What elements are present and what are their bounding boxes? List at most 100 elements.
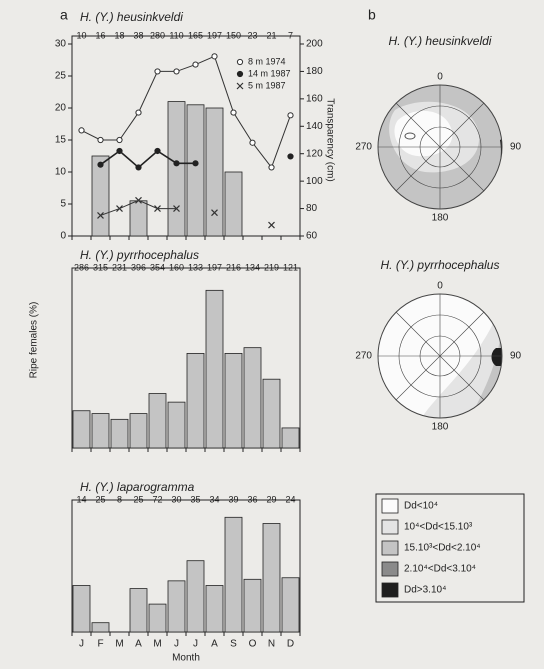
marker	[173, 160, 180, 167]
sample-size: 25	[95, 494, 105, 504]
sample-size: 8	[117, 494, 122, 504]
bar	[91, 622, 110, 633]
x-axis-label: Month	[172, 653, 200, 664]
y-tick-label: 30	[55, 39, 67, 50]
x-tick-label: J	[174, 639, 179, 650]
sample-size: 286	[74, 262, 89, 272]
marker	[154, 68, 161, 75]
sample-size: 36	[247, 494, 257, 504]
marker	[97, 161, 104, 168]
direction-label: 270	[355, 351, 372, 362]
y2-tick-label: 140	[306, 121, 323, 132]
y2-tick-label: 100	[306, 176, 323, 187]
x-tick-label: D	[287, 639, 294, 650]
y2-axis-label: Transparency (cm)	[324, 98, 335, 182]
y-tick-label: 20	[55, 103, 67, 114]
bar	[281, 577, 300, 633]
sample-size: 216	[226, 262, 241, 272]
marker	[78, 127, 85, 134]
sample-size: 354	[150, 262, 165, 272]
sample-size: 21	[266, 30, 276, 40]
x-tick-label: J	[193, 639, 198, 650]
marker	[268, 221, 275, 229]
bar	[186, 560, 205, 633]
sample-size: 160	[169, 262, 184, 272]
marker	[97, 136, 104, 144]
bar	[262, 378, 281, 449]
sample-size: 25	[133, 494, 143, 504]
bar	[224, 352, 243, 449]
direction-label: 0	[437, 72, 443, 83]
sample-size: 231	[112, 262, 127, 272]
direction-label: 180	[432, 422, 449, 433]
marker	[211, 209, 218, 217]
x-tick-label: M	[115, 639, 123, 650]
polar-grid	[377, 293, 503, 419]
direction-label: 0	[437, 281, 443, 292]
legend-label: 10⁴<Dd<15.10³	[404, 522, 473, 533]
bar	[167, 401, 186, 449]
y2-tick-label: 80	[306, 203, 318, 214]
panel-label: b	[368, 7, 376, 23]
sample-size: 16	[95, 30, 105, 40]
sample-size: 280	[150, 30, 165, 40]
x-tick-label: F	[97, 639, 103, 650]
marker	[192, 160, 199, 167]
x-tick-label: S	[230, 639, 237, 650]
marker	[236, 82, 244, 90]
sample-size: 18	[114, 30, 124, 40]
marker	[173, 68, 180, 75]
y-tick-label: 25	[55, 71, 67, 82]
marker	[173, 205, 180, 212]
marker	[192, 61, 199, 68]
marker	[116, 147, 123, 155]
marker	[154, 205, 161, 212]
bar	[205, 107, 224, 237]
sample-size: 23	[247, 30, 257, 40]
y-axis-label: Ripe females (%)	[29, 302, 40, 379]
sample-size: 39	[228, 494, 238, 504]
line	[101, 200, 272, 225]
direction-label: 90	[510, 142, 522, 153]
legend-swatch	[381, 519, 399, 535]
bar	[72, 410, 91, 449]
sample-size: 34	[209, 494, 219, 504]
bar	[129, 588, 148, 633]
bar	[91, 155, 110, 237]
y-tick-label: 15	[55, 135, 67, 146]
polar-title: H. (Y.) heusinkveldi	[389, 34, 492, 48]
sample-size: 197	[207, 30, 222, 40]
x-tick-label: O	[249, 639, 257, 650]
y2-tick-label: 120	[306, 148, 323, 159]
sample-size: 396	[131, 262, 146, 272]
legend-swatch	[381, 582, 399, 598]
sample-size: 72	[152, 494, 162, 504]
bar	[167, 101, 186, 237]
bar	[129, 200, 148, 237]
bar	[186, 104, 205, 237]
x-tick-label: J	[79, 639, 84, 650]
sample-size: 14	[76, 494, 86, 504]
line	[81, 55, 291, 169]
marker	[249, 139, 256, 146]
sample-size: 165	[188, 30, 203, 40]
polar-grid	[377, 84, 503, 210]
sample-size: 35	[190, 494, 200, 504]
sample-size: 133	[188, 262, 203, 272]
legend-label: 8 m 1974	[248, 56, 286, 66]
marker	[116, 136, 123, 144]
marker	[287, 153, 294, 160]
sample-size: 315	[93, 262, 108, 272]
bar	[243, 578, 262, 633]
bar	[281, 427, 300, 449]
legend-label: 2.10⁴<Dd<3.10⁴	[404, 564, 476, 575]
sample-size: 30	[171, 494, 181, 504]
legend-swatch	[381, 540, 399, 556]
direction-label: 270	[355, 142, 372, 153]
legend-label: 14 m 1987	[248, 68, 291, 78]
marker	[135, 164, 142, 171]
sample-size: 24	[285, 494, 295, 504]
chart-title: H. (Y.) laparogramma	[80, 480, 195, 494]
